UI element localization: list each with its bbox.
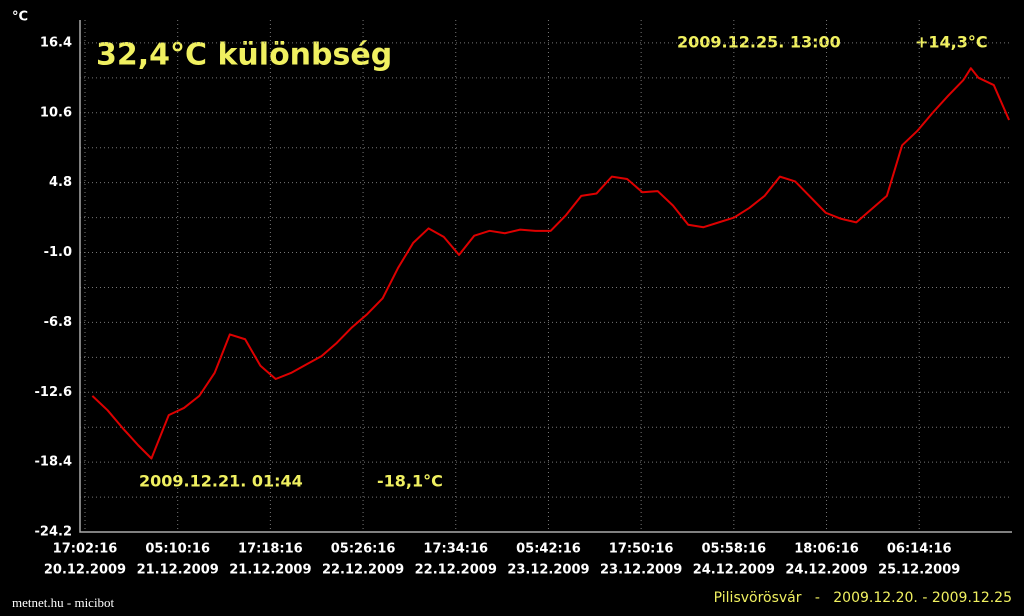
x-tick-label: 05:10:16 — [145, 542, 210, 557]
x-tick-label: 17:02:16 — [53, 542, 118, 557]
x-tick-label: 24.12.2009 — [693, 563, 775, 578]
y-tick-label: -1.0 — [44, 245, 72, 260]
x-tick-label: 06:14:16 — [887, 542, 952, 557]
x-tick-label: 22.12.2009 — [322, 563, 404, 578]
x-tick-label: 22.12.2009 — [415, 563, 497, 578]
x-tick-label: 24.12.2009 — [785, 563, 867, 578]
plot-frame — [79, 20, 1012, 533]
x-tick-label: 05:58:16 — [701, 542, 766, 557]
x-tick-label: 20.12.2009 — [44, 563, 126, 578]
x-tick-label: 17:50:16 — [609, 542, 674, 557]
min-value: -18,1°C — [377, 472, 443, 491]
y-tick-label: -12.6 — [35, 385, 72, 400]
x-tick-label: 17:18:16 — [238, 542, 303, 557]
x-tick-label: 05:26:16 — [331, 542, 396, 557]
x-tick-label: 25.12.2009 — [878, 563, 960, 578]
y-tick-label: -18.4 — [35, 455, 72, 470]
x-tick-label: 23.12.2009 — [600, 563, 682, 578]
y-tick-label: 4.8 — [49, 175, 72, 190]
footer-left: metnet.hu - micibot — [12, 595, 115, 610]
y-tick-label: -6.8 — [44, 315, 72, 330]
x-tick-label: 18:06:16 — [794, 542, 859, 557]
y-tick-label: -24.2 — [35, 525, 72, 540]
footer-right: Pilisvörösvár - 2009.12.20. - 2009.12.25 — [714, 590, 1012, 606]
y-tick-label: 10.6 — [40, 105, 72, 120]
y-tick-label: 16.4 — [40, 35, 72, 50]
y-unit: °C — [12, 10, 28, 25]
max-time: 2009.12.25. 13:00 — [677, 33, 841, 52]
x-tick-label: 21.12.2009 — [229, 563, 311, 578]
x-tick-label: 17:34:16 — [423, 542, 488, 557]
x-tick-label: 21.12.2009 — [137, 563, 219, 578]
max-value: +14,3°C — [915, 33, 988, 52]
data-line — [91, 67, 1010, 460]
x-tick-label: 23.12.2009 — [507, 563, 589, 578]
min-time: 2009.12.21. 01:44 — [139, 472, 303, 491]
x-tick-label: 05:42:16 — [516, 542, 581, 557]
